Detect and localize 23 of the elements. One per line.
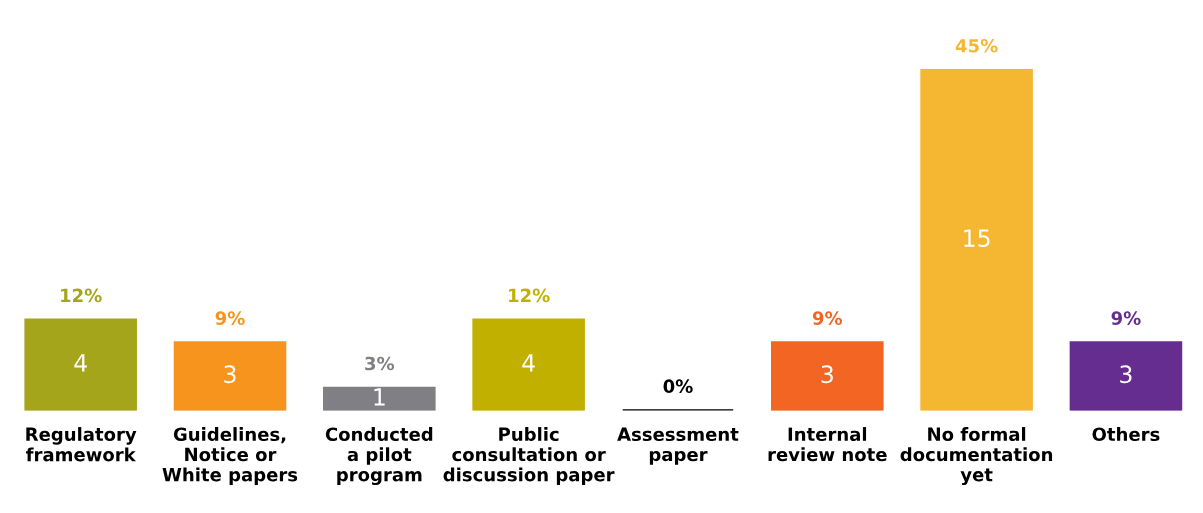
x-tick-label: Internal review note (768, 427, 887, 462)
annotation: 3% (365, 356, 395, 371)
data-label: 4 (522, 354, 535, 372)
x-tick-label: Conducted a pilot program (325, 427, 433, 486)
x-tick-label: No formal documentation yet (900, 427, 1053, 486)
annotation: 12% (509, 288, 550, 303)
x-tick-label: Guidelines, Notice or White papers (162, 427, 298, 485)
annotation: 0% (663, 379, 693, 394)
data-label: 3 (821, 365, 833, 384)
x-tick-label: Regulatory framework (26, 427, 137, 462)
annotation: 9% (215, 311, 245, 325)
annotation: 9% (1111, 311, 1141, 325)
data-label: 3 (224, 365, 236, 384)
annotation: 45% (955, 38, 998, 53)
data-label: 15 (964, 229, 990, 248)
annotation: 12% (61, 288, 102, 303)
x-tick-label: Others (1092, 427, 1160, 442)
data-label: 4 (74, 354, 87, 372)
data-label: 1 (374, 388, 385, 406)
data-label: 3 (1120, 365, 1132, 384)
x-tick-label: Assessment paper (617, 427, 739, 465)
x-tick-label: Public consultation or discussion paper (443, 427, 615, 485)
annotation: 9% (812, 311, 843, 325)
